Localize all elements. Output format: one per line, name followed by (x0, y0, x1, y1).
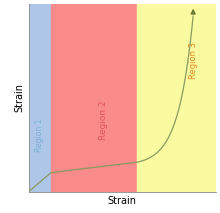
Text: Region 3: Region 3 (189, 42, 198, 79)
X-axis label: Strain: Strain (108, 196, 137, 206)
Bar (137, 4, 216, 192)
Bar (29, 4, 51, 192)
Y-axis label: Strain: Strain (15, 83, 24, 112)
Text: Region 2: Region 2 (99, 101, 108, 140)
Bar (51, 4, 137, 192)
Text: Region 1: Region 1 (35, 119, 44, 152)
